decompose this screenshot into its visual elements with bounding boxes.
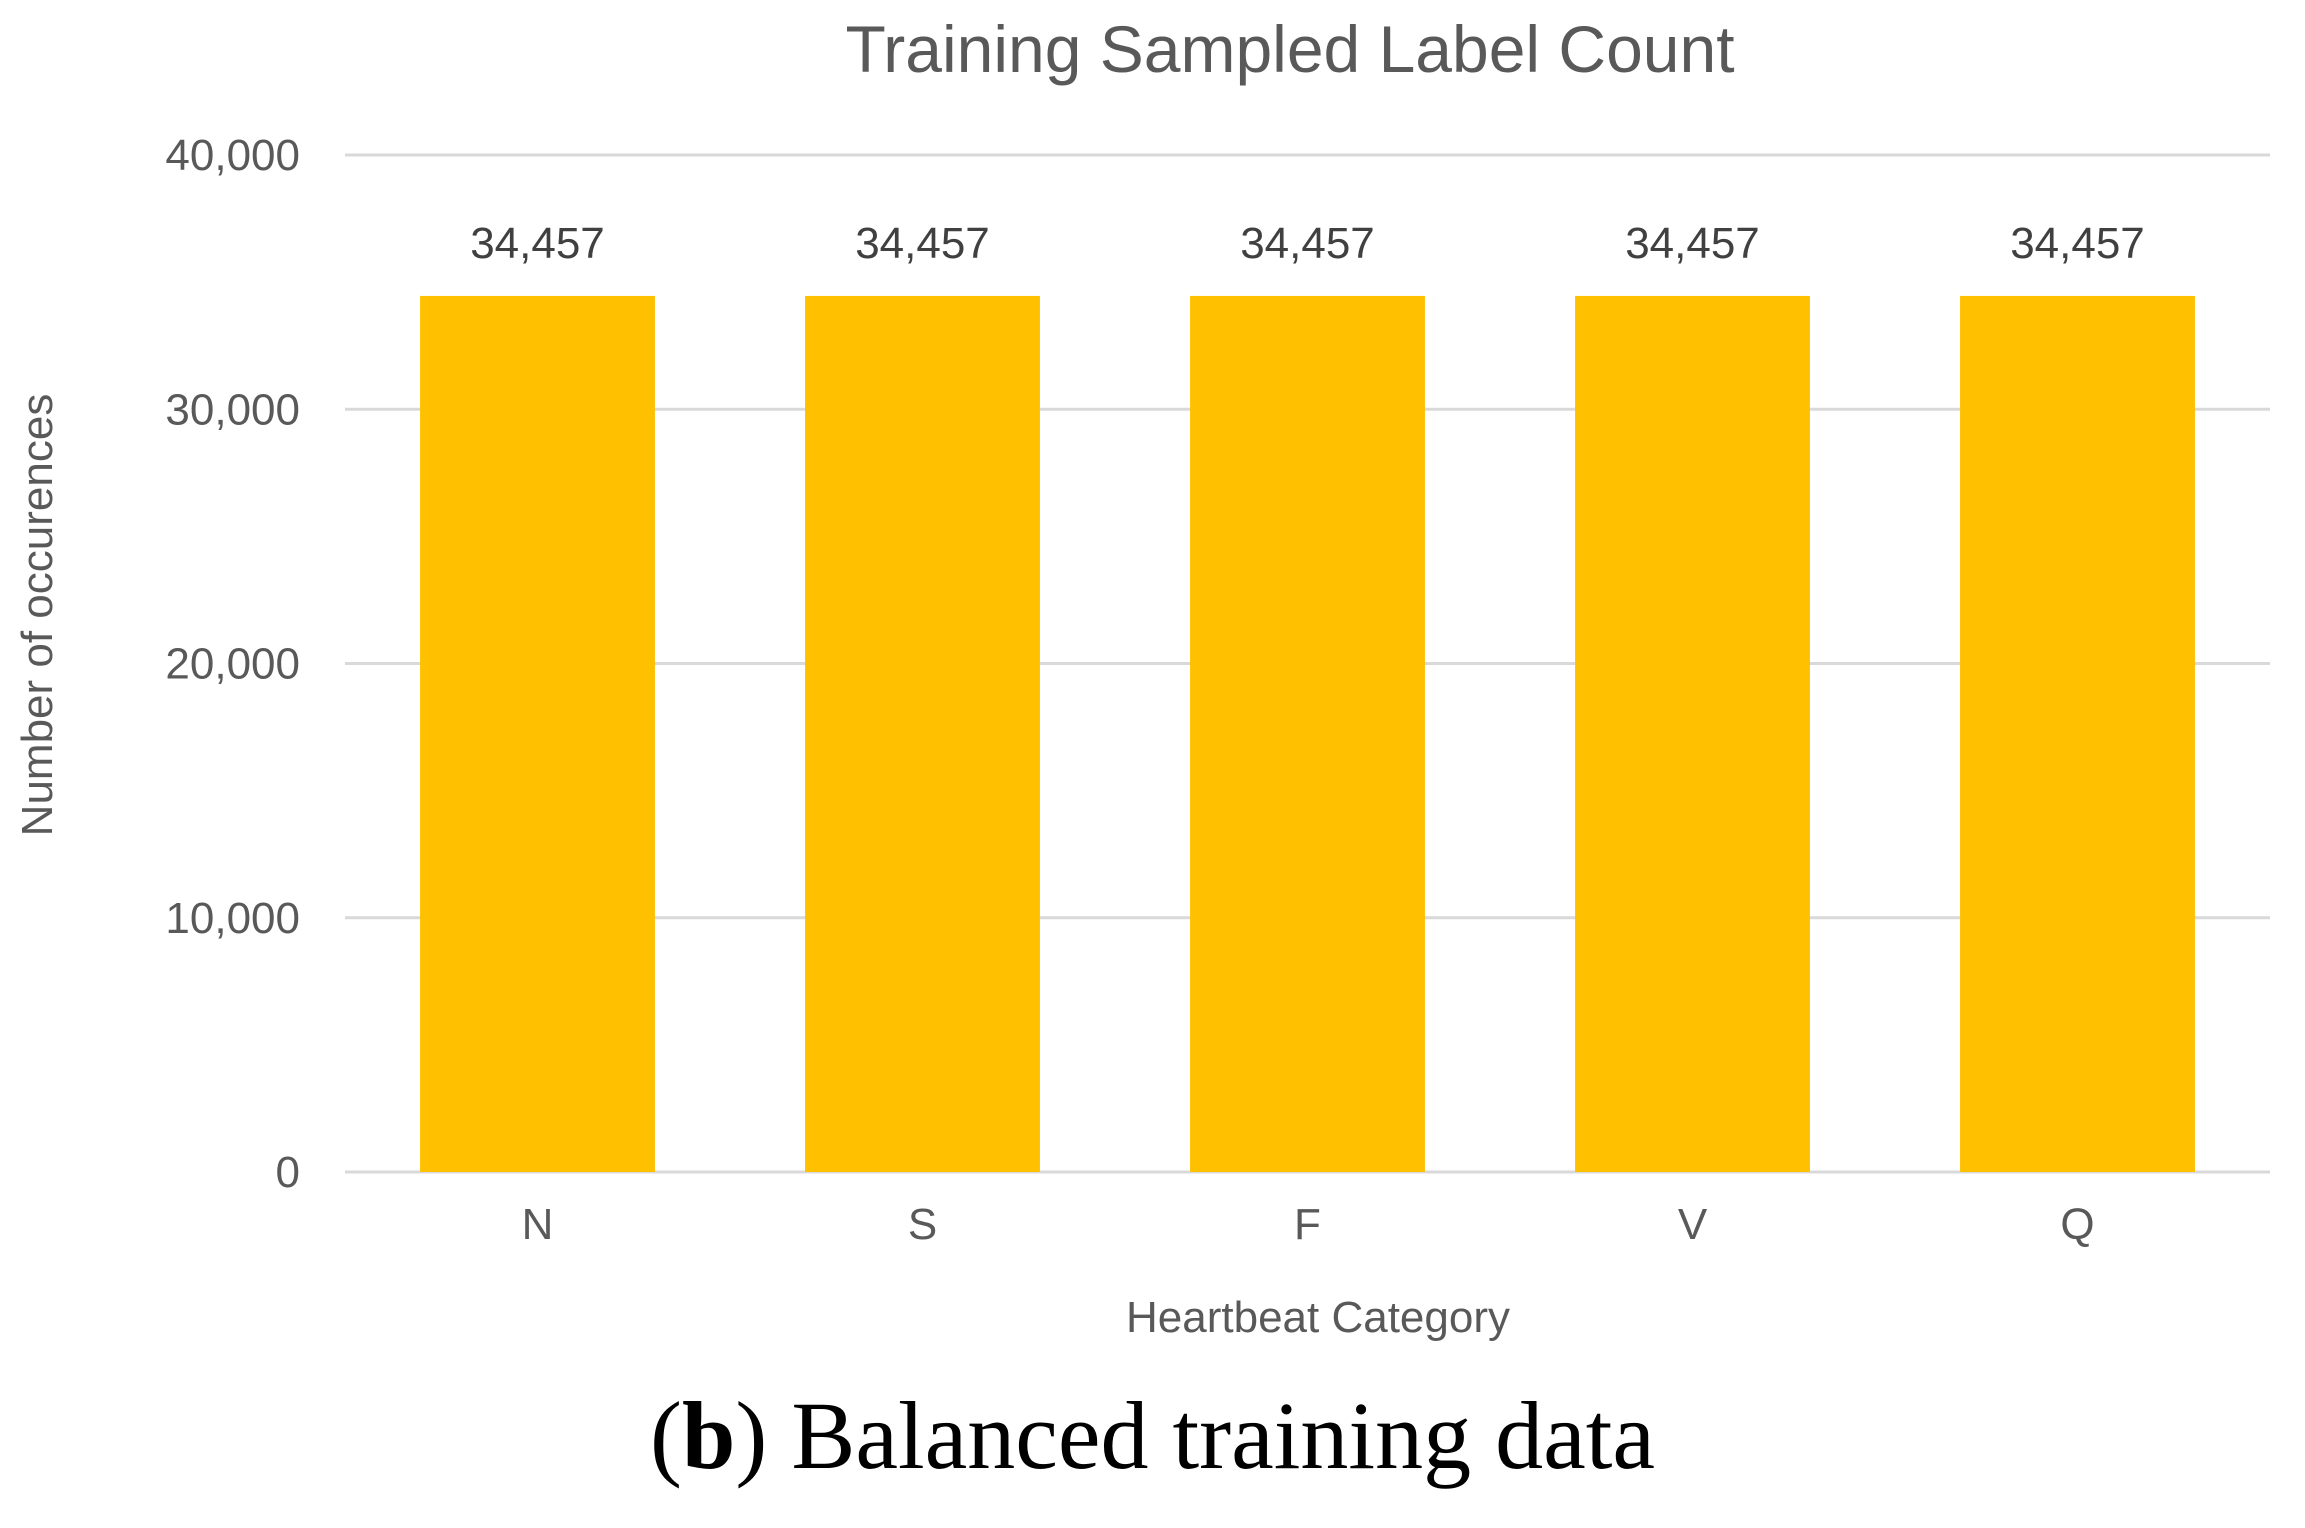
x-axis-label: Heartbeat Category (1126, 1293, 1510, 1342)
data-label: 34,457 (1240, 219, 1375, 268)
chart-title: Training Sampled Label Count (845, 12, 1734, 86)
bar-N (420, 295, 655, 1172)
bar-Q (1960, 295, 2195, 1172)
y-tick-label: 20,000 (165, 640, 300, 689)
x-tick-label: Q (2060, 1200, 2094, 1249)
y-axis-ticks: 0 10,000 20,000 30,000 40,000 (165, 131, 300, 1197)
y-tick-label: 10,000 (165, 894, 300, 943)
x-tick-label: N (522, 1200, 554, 1249)
x-tick-label: F (1294, 1200, 1321, 1249)
y-tick-label: 40,000 (165, 131, 300, 180)
y-tick-label: 0 (276, 1148, 300, 1197)
bar-V (1575, 295, 1810, 1172)
caption-label: b (681, 1382, 736, 1489)
y-tick-label: 30,000 (165, 385, 300, 434)
x-tick-label: V (1678, 1200, 1708, 1249)
data-label: 34,457 (2010, 219, 2145, 268)
bars (420, 295, 2195, 1172)
data-labels: 34,457 34,457 34,457 34,457 34,457 (470, 219, 2145, 268)
bar-S (805, 295, 1040, 1172)
bar-F (1190, 295, 1425, 1172)
y-axis-label: Number of occurences (13, 394, 62, 837)
x-tick-label: S (908, 1200, 937, 1249)
data-label: 34,457 (1625, 219, 1760, 268)
data-label: 34,457 (855, 219, 990, 268)
figure-caption: (b) Balanced training data (650, 1382, 1655, 1489)
caption-text: Balanced training data (791, 1382, 1655, 1489)
data-label: 34,457 (470, 219, 605, 268)
